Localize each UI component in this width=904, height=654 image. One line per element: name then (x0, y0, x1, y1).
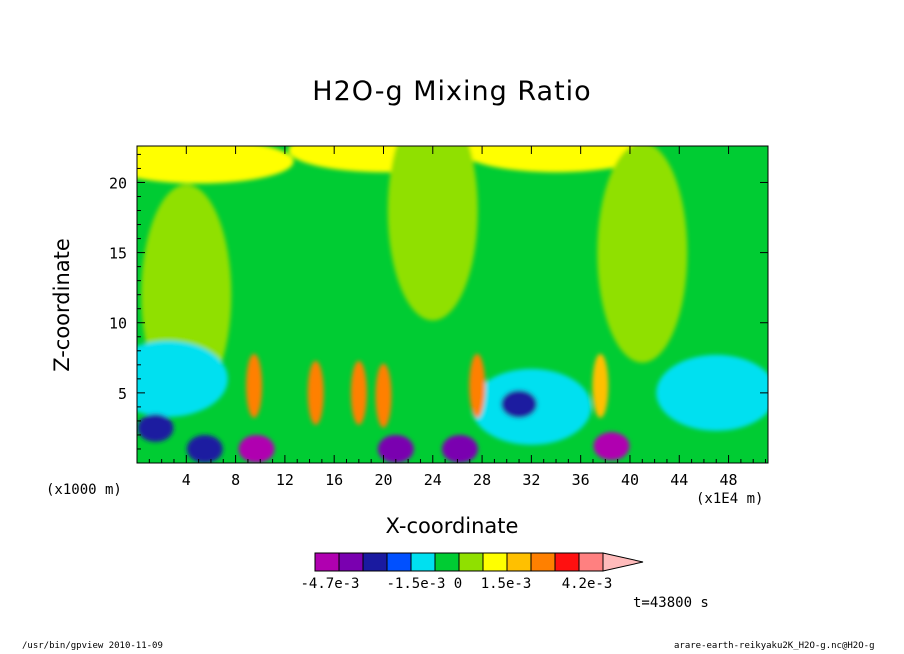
y-axis-label: Z-coordinate (50, 238, 74, 372)
field-boundary-layer (656, 354, 768, 431)
colorbar-swatch (506, 552, 532, 572)
field-dry-pocket (593, 432, 630, 461)
x-tick-label: 44 (670, 471, 688, 489)
field-dry-pocket (238, 434, 275, 463)
colorbar-label: -4.7e-3 (300, 576, 359, 592)
chart-title: H2O-g Mixing Ratio (312, 76, 592, 107)
colorbar-swatch (362, 552, 388, 572)
colorbar-swatch (530, 552, 556, 572)
field-dry-pocket (377, 434, 414, 463)
plot-frame (136, 145, 769, 464)
field-plume (592, 353, 609, 418)
x-tick-label: 16 (325, 471, 343, 489)
x-tick-label: 8 (231, 471, 240, 489)
x-tick-label: 20 (374, 471, 392, 489)
y-tick-label: 20 (109, 174, 127, 192)
colorbar: -4.7e-3 -1.5e-3 0 1.5e-3 4.2e-3 (300, 552, 644, 592)
colorbar-swatch (458, 552, 484, 572)
field-plume (246, 353, 263, 418)
field-dry-pocket (501, 390, 538, 419)
y-tick-label: 10 (109, 315, 127, 333)
field-moist-layer-top (137, 146, 294, 184)
footer-command: /usr/bin/gpview 2010-11-09 (22, 641, 163, 651)
colorbar-label: 4.2e-3 (562, 576, 613, 592)
x-multiplier-label: (x1E4 m) (696, 491, 764, 507)
x-tick-label: 12 (276, 471, 294, 489)
x-tick-label: 32 (522, 471, 540, 489)
colorbar-swatch (386, 552, 412, 572)
field-moist-layer-top (461, 146, 651, 173)
colorbar-swatch (410, 552, 436, 572)
time-label: t=43800 s (633, 595, 709, 611)
x-tick-label: 24 (424, 471, 442, 489)
x-unit-label: (x1000 m) (46, 482, 122, 498)
field-boundary-layer (137, 340, 228, 417)
x-tick-label: 4 (182, 471, 191, 489)
field-plume (469, 353, 486, 418)
x-axis-label: X-coordinate (385, 514, 519, 538)
field-dry-pocket (137, 413, 174, 442)
field-plume (307, 360, 324, 425)
colorbar-label: -1.5e-3 (386, 576, 445, 592)
field-plume (350, 360, 367, 425)
colorbar-swatch (314, 552, 340, 572)
colorbar-swatch (578, 552, 604, 572)
colorbar-swatch (482, 552, 508, 572)
footer-source: arare-earth-reikyaku2K_H2O-g.nc@H2O-g (674, 641, 875, 651)
x-tick-label: 48 (720, 471, 738, 489)
x-tick-label: 36 (572, 471, 590, 489)
field-plume (375, 363, 392, 428)
field-dry-tongue (387, 146, 478, 321)
colorbar-swatch (434, 552, 460, 572)
colorbar-extend-arrow (602, 552, 644, 572)
x-tick-label: 28 (473, 471, 491, 489)
x-tick-label: 40 (621, 471, 639, 489)
field-dry-pocket (186, 434, 223, 463)
field-dry-tongue (597, 146, 688, 363)
y-tick-label: 5 (118, 385, 127, 403)
colorbar-swatch (554, 552, 580, 572)
field-dry-pocket (441, 434, 478, 463)
y-tick-label: 15 (109, 245, 127, 263)
colorbar-label: 0 (454, 576, 462, 592)
colorbar-swatch (338, 552, 364, 572)
colorbar-label: 1.5e-3 (481, 576, 532, 592)
